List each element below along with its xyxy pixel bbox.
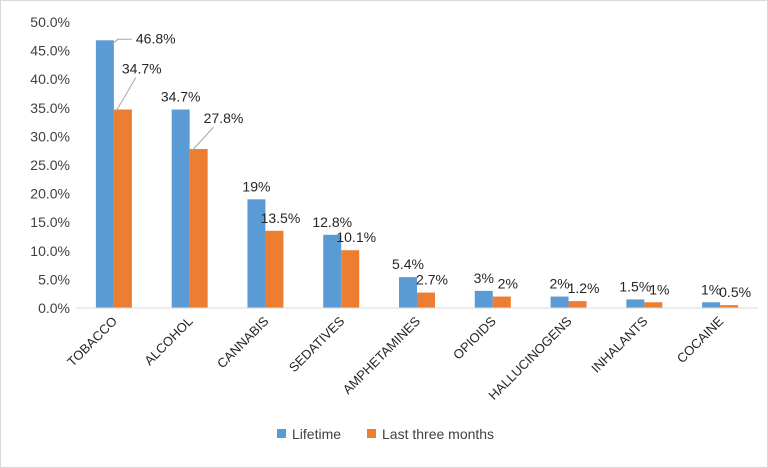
bar-last-three-months-cocaine <box>720 305 739 308</box>
data-label-lifetime: 3% <box>474 270 494 286</box>
y-tick-label: 5.0% <box>38 271 70 287</box>
legend: Lifetime Last three months <box>277 426 494 442</box>
x-tick-label: COCAINE <box>674 313 727 366</box>
x-axis: TOBACCO ALCOHOL CANNABIS SEDATIVESAMPHETAMI… <box>64 313 726 403</box>
data-label-last-three-months: 10.1% <box>336 229 376 245</box>
bar-last-three-months-cannabis <box>265 230 284 308</box>
bars <box>95 40 739 309</box>
bar-last-three-months-alcohol <box>189 148 208 308</box>
x-tick-label: ALCOHOL <box>141 314 196 369</box>
data-label-lifetime: 46.8% <box>136 30 176 46</box>
data-label-leader-line <box>111 38 132 45</box>
data-label-leader-line <box>191 126 215 152</box>
data-labels: 46.8%34.7%19%12.8%5.4%3% 2% 1.5% 1%34.7%27.… <box>111 30 751 300</box>
data-label-lifetime: 12.8% <box>312 214 352 230</box>
bar-lifetime-sedatives <box>323 234 342 308</box>
legend-label: Last three months <box>382 426 494 442</box>
data-label-lifetime: 1% <box>701 281 721 297</box>
y-tick-label: 40.0% <box>30 71 70 87</box>
data-label-lifetime: 2% <box>549 276 569 292</box>
x-tick-label: CANNABIS <box>214 313 272 371</box>
data-label-lifetime: 34.7% <box>161 89 201 105</box>
bar-lifetime-cocaine <box>702 302 721 308</box>
bar-lifetime-hallucinogens <box>550 296 569 308</box>
bar-lifetime-opioids <box>474 290 493 308</box>
y-axis: 0.0% 5.0% 10.0% 15.0% 20.0% 25.0% 30.0% 35.0% 40… <box>30 14 70 316</box>
y-tick-label: 20.0% <box>30 186 70 202</box>
bar-last-three-months-sedatives <box>341 250 360 308</box>
y-tick-label: 50.0% <box>30 14 70 30</box>
data-label-lifetime: 19% <box>242 178 270 194</box>
legend-label: Lifetime <box>292 426 341 442</box>
x-tick-label: HALLUCINOGENS <box>485 313 575 403</box>
y-tick-label: 10.0% <box>30 243 70 259</box>
bar-lifetime-tobacco <box>95 40 114 308</box>
bar-last-three-months-hallucinogens <box>568 301 587 308</box>
x-tick-label: AMPHETAMINES <box>340 313 424 397</box>
x-tick-label: OPIOIDS <box>450 313 499 362</box>
y-tick-label: 0.0% <box>38 300 70 316</box>
y-tick-label: 30.0% <box>30 128 70 144</box>
legend-swatch <box>367 429 376 438</box>
x-tick-label: INHALANTS <box>588 313 650 375</box>
y-tick-label: 45.0% <box>30 43 70 59</box>
data-label-last-three-months: 2.7% <box>416 272 448 288</box>
bar-last-three-months-tobacco <box>113 109 132 309</box>
data-label-last-three-months: 0.5% <box>719 284 751 300</box>
bar-lifetime-cannabis <box>247 199 266 308</box>
data-label-leader-line <box>115 77 137 112</box>
legend-swatch <box>277 429 286 438</box>
data-label-last-three-months: 13.5% <box>261 210 301 226</box>
data-label-last-three-months: 34.7% <box>122 61 162 77</box>
data-label-last-three-months: 1% <box>649 281 669 297</box>
bar-last-three-months-inhalants <box>644 302 663 308</box>
y-tick-label: 15.0% <box>30 214 70 230</box>
data-label-lifetime: 1.5% <box>619 278 651 294</box>
bar-last-three-months-amphetamines <box>417 292 435 308</box>
data-label-last-three-months: 1.2% <box>568 280 600 296</box>
data-label-last-three-months: 27.8% <box>204 110 244 126</box>
bar-lifetime-inhalants <box>626 299 645 308</box>
data-label-lifetime: 5.4% <box>392 256 424 272</box>
x-tick-label: SEDATIVES <box>286 313 348 375</box>
y-tick-label: 35.0% <box>30 100 70 116</box>
bar-lifetime-amphetamines <box>399 277 417 308</box>
y-tick-label: 25.0% <box>30 157 70 173</box>
x-tick-label: TOBACCO <box>64 314 120 370</box>
bar-last-three-months-opioids <box>492 296 511 308</box>
bar-lifetime-alcohol <box>171 109 190 309</box>
data-label-last-three-months: 2% <box>498 276 518 292</box>
